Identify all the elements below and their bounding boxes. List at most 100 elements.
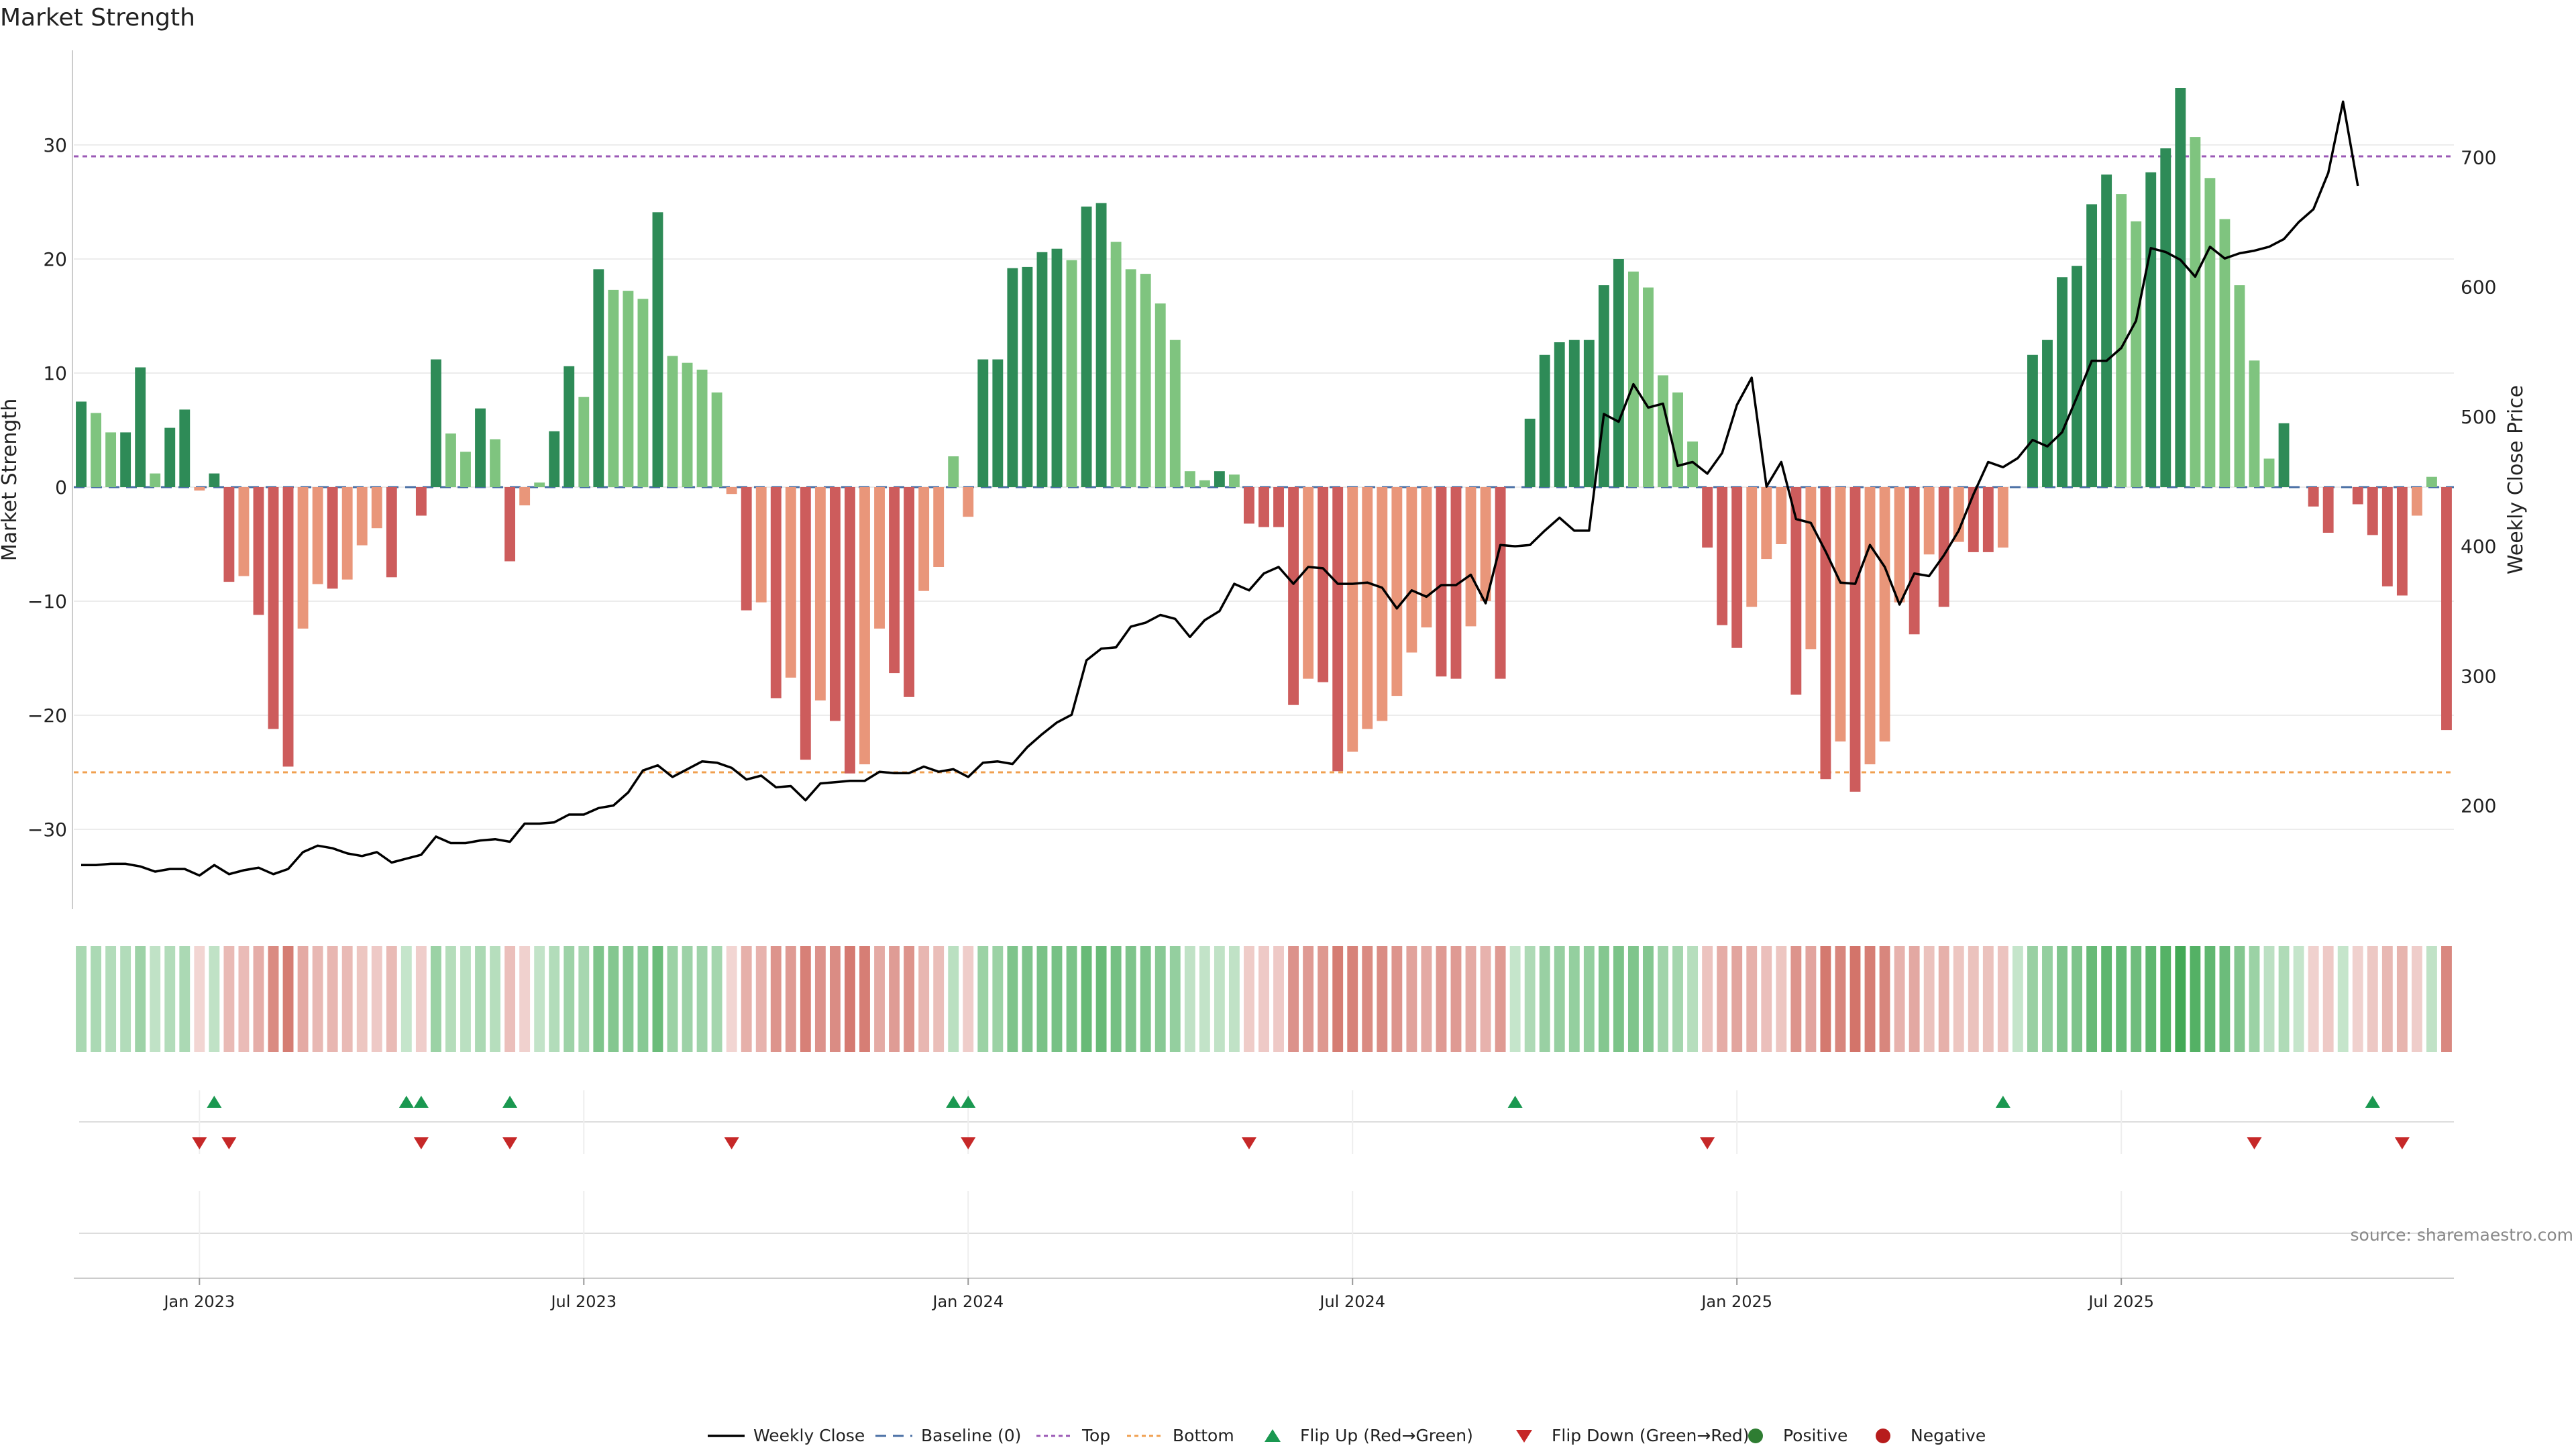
flip-down-marker bbox=[1241, 1137, 1256, 1149]
heat-cell bbox=[1554, 946, 1565, 1052]
strength-bar bbox=[1864, 487, 1876, 765]
heat-cell bbox=[1007, 946, 1018, 1052]
heat-cell bbox=[430, 946, 441, 1052]
strength-bar bbox=[1790, 487, 1802, 695]
strength-bar bbox=[2042, 340, 2053, 487]
strength-bar bbox=[1214, 471, 1225, 487]
legend-label-baseline: Baseline (0) bbox=[921, 1426, 1021, 1445]
strength-bar bbox=[1539, 354, 1550, 487]
flip-down-marker bbox=[2394, 1137, 2410, 1149]
heat-cell bbox=[2234, 946, 2245, 1052]
strength-bar bbox=[164, 427, 176, 487]
legend-item-flip-down: Flip Down (Green→Red) bbox=[1516, 1426, 1750, 1445]
heat-cell bbox=[1790, 946, 1802, 1052]
heat-cell bbox=[504, 946, 516, 1052]
heat-cell bbox=[1244, 946, 1254, 1052]
x-tick-label: Jan 2024 bbox=[931, 1292, 1004, 1311]
heat-cell bbox=[223, 946, 235, 1052]
heat-cell bbox=[549, 946, 560, 1052]
heat-cell bbox=[2219, 946, 2231, 1052]
heat-cell bbox=[1169, 946, 1181, 1052]
heat-cell bbox=[2263, 946, 2275, 1052]
strength-bar bbox=[2175, 88, 2186, 487]
y2-axis-label: Weekly Close Price bbox=[2504, 385, 2528, 574]
y-tick-label: −10 bbox=[28, 590, 67, 613]
strength-bar bbox=[1332, 487, 1344, 772]
weekly-close-path bbox=[81, 100, 2359, 877]
legend-label-flip-up: Flip Up (Red→Green) bbox=[1300, 1426, 1473, 1445]
strength-bar bbox=[297, 487, 309, 629]
strength-bar bbox=[1258, 487, 1269, 527]
strength-bar bbox=[194, 487, 205, 491]
heat-cell bbox=[2426, 946, 2437, 1052]
axes: −30 −20 −10 0 10 20 30 200 300 400 500 600 700 bbox=[28, 50, 2496, 909]
strength-bar bbox=[741, 487, 752, 611]
source-label: source: sharemaestro.com bbox=[2351, 1225, 2574, 1245]
heat-cell bbox=[1849, 946, 1861, 1052]
strength-bar bbox=[1436, 487, 1447, 677]
strength-bar bbox=[2027, 354, 2038, 487]
heat-cell bbox=[608, 946, 619, 1052]
heat-cell bbox=[268, 946, 279, 1052]
strength-bar bbox=[341, 487, 353, 580]
heat-cell bbox=[445, 946, 456, 1052]
strength-bar bbox=[800, 487, 811, 760]
strength-bar bbox=[356, 487, 368, 546]
strength-bar bbox=[1377, 487, 1388, 721]
heat-cell bbox=[1864, 946, 1876, 1052]
strength-bar bbox=[534, 482, 545, 487]
heat-cell bbox=[2175, 946, 2186, 1052]
strength-bar bbox=[1199, 480, 1210, 487]
heat-cell bbox=[564, 946, 575, 1052]
y2-tick-label: 200 bbox=[2461, 794, 2496, 817]
strength-bar bbox=[1894, 487, 1905, 603]
heat-cell bbox=[238, 946, 250, 1052]
legend-item-top: Top bbox=[1036, 1426, 1110, 1445]
heat-cell bbox=[2116, 946, 2127, 1052]
strength-bar bbox=[1007, 268, 1018, 487]
heat-cell bbox=[519, 946, 531, 1052]
strength-bar bbox=[785, 487, 796, 678]
heat-cell bbox=[490, 946, 500, 1052]
strength-bar bbox=[1583, 340, 1595, 487]
strength-bar bbox=[150, 473, 161, 487]
heat-cell bbox=[1332, 946, 1344, 1052]
strength-bar bbox=[1643, 287, 1654, 487]
strength-bar bbox=[1953, 487, 1964, 542]
heat-cell bbox=[1658, 946, 1668, 1052]
heat-cell bbox=[2204, 946, 2216, 1052]
strength-bar bbox=[1761, 487, 1772, 560]
strength-bar bbox=[1524, 419, 1536, 487]
heat-cell bbox=[1480, 946, 1491, 1052]
heat-cell bbox=[770, 946, 782, 1052]
heat-cell bbox=[1066, 946, 1077, 1052]
flip-up-marker bbox=[207, 1096, 222, 1108]
strength-bar bbox=[1036, 252, 1048, 487]
strength-bar bbox=[667, 356, 678, 487]
strength-bar bbox=[1480, 487, 1491, 601]
strength-bar bbox=[105, 432, 117, 487]
heat-cell bbox=[637, 946, 649, 1052]
legend-label-positive: Positive bbox=[1783, 1426, 1847, 1445]
strength-bar bbox=[2145, 172, 2157, 487]
strength-bar bbox=[179, 409, 191, 487]
heat-cell bbox=[1303, 946, 1314, 1052]
strength-bar bbox=[2278, 423, 2290, 487]
strength-bar bbox=[135, 367, 146, 487]
legend-flip-up-icon bbox=[1265, 1429, 1281, 1442]
strength-bar bbox=[1362, 487, 1373, 729]
heat-cell bbox=[1436, 946, 1447, 1052]
heat-cell bbox=[2337, 946, 2349, 1052]
x-tick-label: Jan 2023 bbox=[162, 1292, 235, 1311]
heat-cell bbox=[2293, 946, 2304, 1052]
heat-cell bbox=[1288, 946, 1299, 1052]
heat-cell bbox=[1997, 946, 2008, 1052]
heat-cell bbox=[371, 946, 382, 1052]
heat-cell bbox=[963, 946, 974, 1052]
heat-cell bbox=[76, 946, 87, 1052]
x-tick-label: Jul 2024 bbox=[1318, 1292, 1385, 1311]
weekly-close-line bbox=[81, 100, 2359, 877]
heat-cell bbox=[179, 946, 191, 1052]
heat-cell bbox=[2441, 946, 2452, 1052]
heat-cell bbox=[755, 946, 767, 1052]
